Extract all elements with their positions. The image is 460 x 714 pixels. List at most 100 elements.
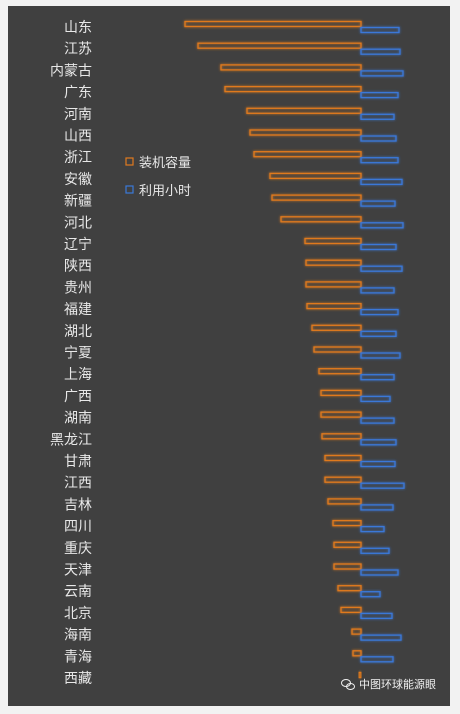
bar-hours [360, 330, 397, 337]
category-label: 山西 [64, 129, 92, 145]
category-label: 贵州 [64, 280, 92, 296]
category-label: 湖北 [64, 324, 92, 340]
bar-hours [360, 525, 385, 533]
category-labels: 山东江苏内蒙古广东河南山西浙江安徽新疆河北辽宁陕西贵州福建湖北宁夏上海广西湖南黑… [50, 20, 92, 687]
bar-capacity [333, 541, 362, 548]
category-label: 浙江 [64, 150, 92, 166]
bar-hours [360, 26, 400, 34]
category-label: 北京 [64, 606, 92, 622]
bar-hours [360, 157, 399, 164]
bar-capacity [311, 324, 362, 331]
bar-hours [360, 135, 397, 142]
bar-capacity [324, 476, 362, 483]
bar-capacity [337, 585, 362, 592]
category-label: 四川 [64, 519, 92, 535]
bar-hours [360, 91, 399, 99]
bar-capacity [352, 650, 362, 657]
diverging-bar-chart: 山东江苏内蒙古广东河南山西浙江安徽新疆河北辽宁陕西贵州福建湖北宁夏上海广西湖南黑… [50, 20, 405, 687]
bar-capacity [321, 433, 362, 440]
category-label: 山东 [64, 20, 92, 36]
category-label: 天津 [64, 563, 92, 579]
category-label: 新疆 [64, 194, 92, 210]
bar-capacity [332, 519, 362, 527]
bar-capacity [197, 42, 362, 49]
legend: 装机容量 利用小时 [125, 155, 191, 199]
bar-capacity [324, 454, 362, 462]
bar-capacity [220, 64, 362, 71]
legend-label-capacity: 装机容量 [139, 155, 191, 171]
category-label: 甘肃 [64, 454, 92, 470]
category-label: 内蒙古 [50, 63, 92, 79]
bar-capacity [333, 563, 362, 570]
bar-hours [360, 460, 396, 468]
bar-capacity [318, 368, 362, 375]
category-label: 辽宁 [64, 236, 92, 253]
bar-hours [360, 417, 395, 424]
bar-capacity [224, 85, 362, 93]
category-label: 黑龙江 [50, 432, 92, 448]
category-label: 福建 [64, 302, 92, 318]
bar-capacity [280, 216, 362, 223]
legend-label-hours: 利用小时 [139, 184, 191, 199]
bar-capacity [304, 237, 362, 245]
category-label: 西藏 [64, 671, 92, 687]
category-label: 上海 [64, 367, 92, 383]
bar-hours [360, 569, 399, 576]
watermark-text: 中图环球能源眼 [359, 678, 436, 691]
bar-hours [360, 634, 402, 641]
series-hours-bars [360, 26, 405, 663]
category-label: 宁夏 [64, 345, 92, 362]
category-label: 陕西 [64, 259, 92, 275]
category-label: 河南 [64, 107, 92, 123]
bar-hours [360, 482, 405, 489]
category-label: 青海 [64, 649, 92, 665]
legend-swatch-hours [125, 185, 134, 194]
category-label: 云南 [64, 584, 92, 600]
bar-hours [360, 395, 391, 403]
bar-hours [360, 200, 396, 207]
bar-capacity [271, 194, 362, 201]
category-label: 广西 [64, 389, 92, 405]
bar-hours [360, 70, 404, 77]
category-label: 湖南 [64, 411, 92, 427]
bar-capacity [358, 671, 362, 679]
bar-hours [360, 547, 390, 554]
legend-swatch-capacity [125, 157, 134, 166]
bar-capacity [320, 411, 362, 418]
bar-hours [360, 113, 395, 120]
bar-capacity [340, 606, 362, 614]
category-label: 海南 [64, 628, 92, 644]
bar-capacity [246, 107, 362, 114]
bar-hours [360, 504, 394, 511]
bar-capacity [305, 281, 362, 288]
watermark: 中图环球能源眼 [341, 676, 436, 692]
bar-hours [360, 265, 403, 272]
bar-hours [360, 374, 395, 381]
bar-capacity [249, 129, 362, 136]
bar-hours [360, 308, 399, 316]
bar-capacity [320, 389, 362, 397]
series-capacity-bars [184, 20, 362, 679]
bar-capacity [184, 20, 362, 28]
bar-hours [360, 287, 395, 294]
bar-capacity [327, 498, 362, 505]
category-label: 广东 [64, 85, 92, 101]
bar-hours [360, 591, 381, 598]
category-label: 重庆 [64, 541, 92, 557]
bar-hours [360, 222, 404, 229]
category-label: 吉林 [64, 497, 92, 513]
category-label: 江苏 [64, 42, 92, 58]
bar-hours [360, 352, 401, 359]
bar-hours [360, 243, 397, 251]
category-label: 河北 [64, 215, 92, 231]
wechat-icon [341, 678, 355, 690]
bar-hours [360, 439, 397, 446]
bar-hours [360, 178, 403, 186]
bar-capacity [306, 302, 362, 310]
bar-capacity [313, 346, 362, 353]
bar-capacity [305, 259, 362, 266]
bar-capacity [351, 628, 362, 635]
chart-panel: 山东江苏内蒙古广东河南山西浙江安徽新疆河北辽宁陕西贵州福建湖北宁夏上海广西湖南黑… [8, 6, 450, 706]
category-label: 安徽 [64, 172, 92, 188]
